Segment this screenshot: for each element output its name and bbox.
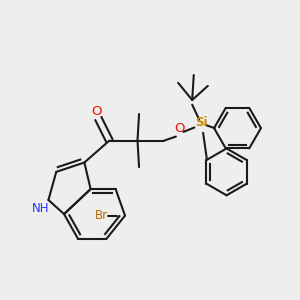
Text: Br: Br: [95, 209, 108, 222]
Text: NH: NH: [32, 202, 50, 215]
Text: Si: Si: [195, 116, 207, 129]
Text: O: O: [92, 105, 102, 119]
Text: O: O: [174, 122, 185, 135]
